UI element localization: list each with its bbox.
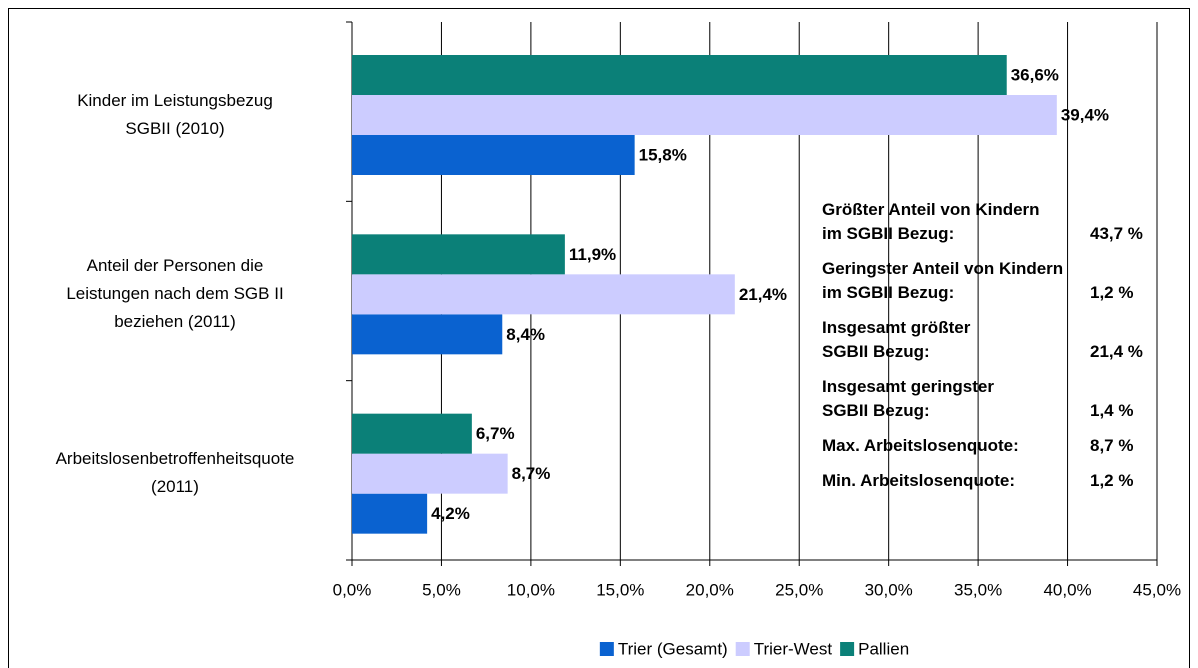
- value-label: 4,2%: [431, 504, 470, 523]
- value-label: 21,4%: [739, 285, 787, 304]
- annotation-text: Insgesamt geringster SGBII Bezug:: [822, 377, 994, 420]
- legend-item: Trier-West: [735, 639, 833, 658]
- value-label: 11,9%: [569, 245, 616, 264]
- y-tick-label: Kinder im Leistungsbezug SGBII (2010): [77, 90, 273, 138]
- annotation-value: 21,4 %: [1090, 342, 1143, 361]
- legend-swatch: [599, 642, 614, 656]
- x-tick-label: 25,0%: [775, 580, 823, 599]
- x-tick-label: 40,0%: [1043, 580, 1091, 599]
- annotation-value: 1,2 %: [1090, 471, 1134, 490]
- x-tick-label: 5,0%: [422, 580, 461, 599]
- x-tick-label: 20,0%: [686, 580, 734, 599]
- legend-item: Pallien: [840, 639, 909, 658]
- chart-border: [8, 8, 1190, 668]
- y-tick-label: Anteil der Personen die Leistungen nach …: [66, 256, 284, 331]
- annotation-text: Größter Anteil von Kindern im SGBII Bezu…: [822, 200, 1040, 243]
- value-label: 36,6%: [1011, 65, 1059, 84]
- value-label: 8,7%: [512, 464, 551, 483]
- legend-label: Pallien: [858, 639, 909, 658]
- bar: [352, 234, 565, 275]
- bar: [352, 274, 735, 315]
- legend-swatch: [840, 642, 855, 656]
- legend: Trier (Gesamt) Trier-West Pallien: [599, 639, 909, 658]
- x-tick-label: 10,0%: [507, 580, 555, 599]
- annotation-text: Max. Arbeitslosenquote:: [822, 436, 1019, 455]
- bar: [352, 413, 472, 454]
- value-label: 39,4%: [1061, 105, 1109, 124]
- legend-swatch: [735, 642, 750, 656]
- annotation-value: 43,7 %: [1090, 224, 1143, 243]
- bar: [352, 453, 508, 494]
- y-tick-label: Arbeitslosenbetroffenheitsquote (2011): [55, 449, 295, 497]
- value-label: 8,4%: [506, 325, 545, 344]
- value-label: 6,7%: [476, 424, 515, 443]
- annotation-value: 8,7 %: [1090, 436, 1134, 455]
- annotation-value: 1,4 %: [1090, 401, 1134, 420]
- legend-item: Trier (Gesamt): [599, 639, 728, 658]
- bar: [352, 493, 428, 534]
- bar: [352, 135, 635, 175]
- legend-label: Trier (Gesamt): [618, 639, 728, 658]
- annotation-text: Insgesamt größter SGBII Bezug:: [822, 318, 971, 361]
- x-tick-label: 45,0%: [1133, 580, 1181, 599]
- annotation-box: Größter Anteil von Kindern im SGBII Bezu…: [822, 198, 1143, 493]
- legend-label: Trier-West: [754, 639, 833, 658]
- value-label: 15,8%: [639, 145, 687, 164]
- bar: [352, 95, 1057, 135]
- annotation-text: Min. Arbeitslosenquote:: [822, 471, 1015, 490]
- bar: [352, 314, 503, 355]
- x-tick-label: 30,0%: [865, 580, 913, 599]
- annotation-text: Geringster Anteil von Kindern im SGBII B…: [822, 259, 1064, 302]
- x-tick-label: 15,0%: [596, 580, 644, 599]
- x-tick-label: 0,0%: [333, 580, 372, 599]
- x-tick-label: 35,0%: [954, 580, 1002, 599]
- bar: [352, 55, 1007, 95]
- annotation-value: 1,2 %: [1090, 283, 1134, 302]
